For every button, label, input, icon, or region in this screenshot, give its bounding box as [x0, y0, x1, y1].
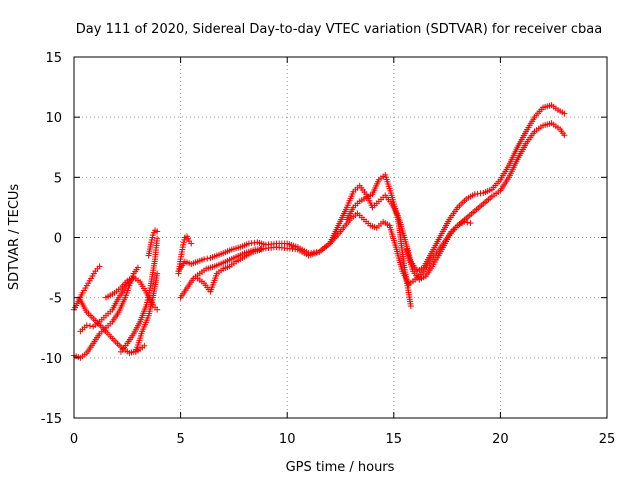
- x-tick-label: 15: [386, 432, 403, 447]
- data-point: [204, 255, 211, 262]
- y-tick-label: -10: [41, 352, 62, 367]
- data-point: [561, 110, 568, 117]
- x-tick-label: 10: [279, 432, 296, 447]
- data-point: [461, 218, 468, 225]
- y-tick-label: 5: [54, 171, 62, 186]
- data-point: [464, 219, 471, 226]
- data-point: [561, 132, 568, 139]
- y-tick-label: 10: [45, 111, 62, 126]
- x-tick-label: 25: [599, 432, 616, 447]
- data-point: [467, 220, 474, 227]
- y-tick-label: 0: [54, 232, 62, 247]
- data-point: [96, 263, 103, 270]
- data-point: [154, 228, 161, 235]
- y-axis-label: SDTVAR / TECUs: [7, 184, 22, 291]
- data-point: [134, 264, 141, 271]
- axis-ticks: 0 5 10 15 20 25 -15 -10 -5 0 5 10 15: [41, 51, 616, 447]
- y-tick-label: 15: [45, 51, 62, 66]
- data-point: [154, 235, 161, 242]
- x-tick-label: 0: [70, 432, 78, 447]
- data-point: [258, 246, 265, 253]
- data-point: [188, 240, 195, 247]
- data-point: [86, 322, 93, 329]
- data-point: [141, 342, 148, 349]
- data-point: [154, 270, 161, 277]
- y-tick-label: -5: [49, 292, 62, 307]
- x-tick-label: 5: [176, 432, 184, 447]
- y-tick-label: -15: [41, 412, 62, 427]
- data-marks: [71, 102, 568, 361]
- chart-title: Day 111 of 2020, Sidereal Day-to-day VTE…: [76, 22, 602, 37]
- data-point: [201, 256, 208, 263]
- x-tick-label: 20: [492, 432, 509, 447]
- data-point: [154, 306, 161, 313]
- data-point: [407, 303, 414, 310]
- grid: [74, 57, 607, 418]
- data-point: [83, 322, 90, 329]
- x-axis-label: GPS time / hours: [286, 460, 395, 475]
